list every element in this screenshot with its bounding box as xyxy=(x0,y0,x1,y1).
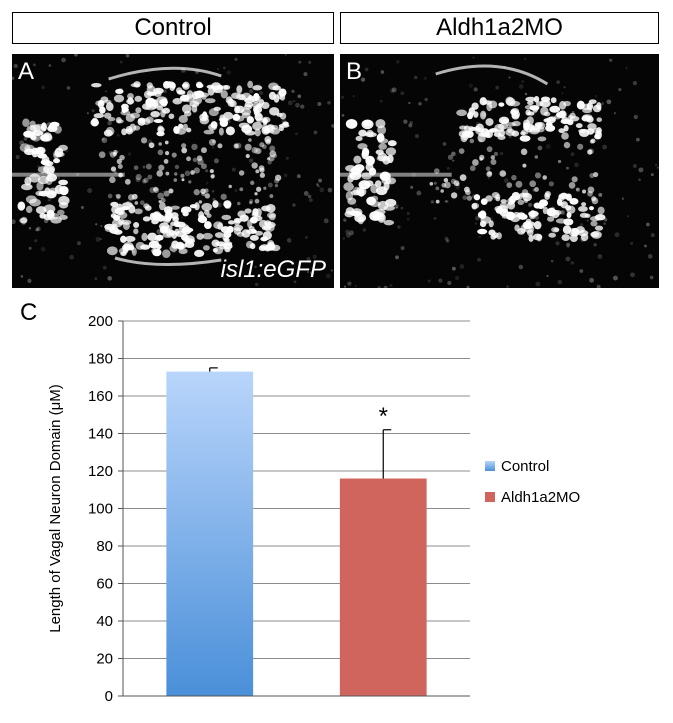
y-tick-label: 120 xyxy=(88,463,113,480)
fluorescent-cells xyxy=(12,54,334,286)
legend-swatch xyxy=(485,492,495,502)
panel-b-header-label: Aldh1a2MO xyxy=(436,14,563,41)
legend-item-aldh1a2mo: Aldh1a2MO xyxy=(485,487,580,507)
panel-a-header: Control xyxy=(12,12,334,44)
y-tick-label: 20 xyxy=(96,651,113,668)
figure-c-letter: C xyxy=(20,299,38,326)
y-tick-label: 0 xyxy=(105,688,113,705)
y-tick-label: 60 xyxy=(96,576,113,593)
legend-swatch xyxy=(485,461,495,471)
legend-item-control: Control xyxy=(485,456,580,476)
panel-a-caption: isl1:eGFP xyxy=(220,256,326,283)
panel-a-header-label: Control xyxy=(134,14,212,41)
bar-control xyxy=(166,371,254,696)
y-tick-label: 80 xyxy=(96,538,113,555)
y-tick-label: 160 xyxy=(88,388,113,405)
y-tick-label: 100 xyxy=(88,501,113,518)
bar-chart: * 0 20 40 60 80 100 120 140 160 180 200 Length of … xyxy=(47,313,470,705)
panel-b-micrograph: B xyxy=(340,54,659,288)
panel-a-micrograph: A isl1:eGFP xyxy=(12,54,334,288)
legend-label: Aldh1a2MO xyxy=(501,488,581,506)
bar-aldh1a2mo xyxy=(339,478,427,696)
y-tick-label: 140 xyxy=(88,426,113,443)
fluorescent-cells xyxy=(340,56,659,288)
significance-marker: * xyxy=(379,403,388,430)
legend-label: Control xyxy=(501,457,550,475)
panel-a-image xyxy=(12,54,334,286)
panel-a-letter: A xyxy=(18,58,35,85)
y-axis-label: Length of Vagal Neuron Domain (μM) xyxy=(47,384,64,633)
panel-b-letter: B xyxy=(346,58,363,85)
y-tick-label: 200 xyxy=(88,313,113,330)
panel-b-header: Aldh1a2MO xyxy=(340,12,659,44)
y-tick-label: 180 xyxy=(88,351,113,368)
panel-b-image xyxy=(340,56,659,288)
legend: Control Aldh1a2MO xyxy=(485,456,580,518)
y-tick-label: 40 xyxy=(96,613,113,630)
